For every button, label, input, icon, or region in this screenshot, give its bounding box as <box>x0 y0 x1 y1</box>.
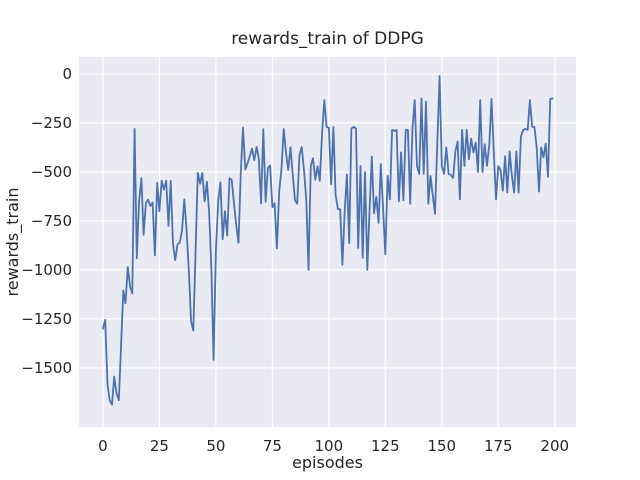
x-tick-label: 100 <box>314 437 344 455</box>
y-tick-label: 0 <box>62 65 72 84</box>
y-tick-label: −1250 <box>21 309 72 328</box>
x-tick-label: 75 <box>262 437 282 455</box>
x-tick-label: 50 <box>206 437 226 455</box>
chart-title: rewards_train of DDPG <box>231 29 424 49</box>
x-axis-label: episodes <box>292 453 363 472</box>
y-tick-label: −500 <box>30 162 72 181</box>
x-tick-label: 150 <box>427 437 457 455</box>
y-axis-label: rewards_train <box>3 187 22 297</box>
x-tick-label: 125 <box>371 437 400 455</box>
x-tick-label: 0 <box>98 437 108 455</box>
x-tick-label: 25 <box>149 437 169 455</box>
y-tick-label: −1500 <box>21 358 72 377</box>
y-tick-label: −250 <box>30 114 72 132</box>
reward-line <box>102 75 554 406</box>
y-tick-label: −750 <box>30 211 72 230</box>
x-tick-label: 200 <box>540 437 570 455</box>
y-tick-label: −1000 <box>21 260 72 279</box>
x-tick-label: 175 <box>483 437 513 455</box>
